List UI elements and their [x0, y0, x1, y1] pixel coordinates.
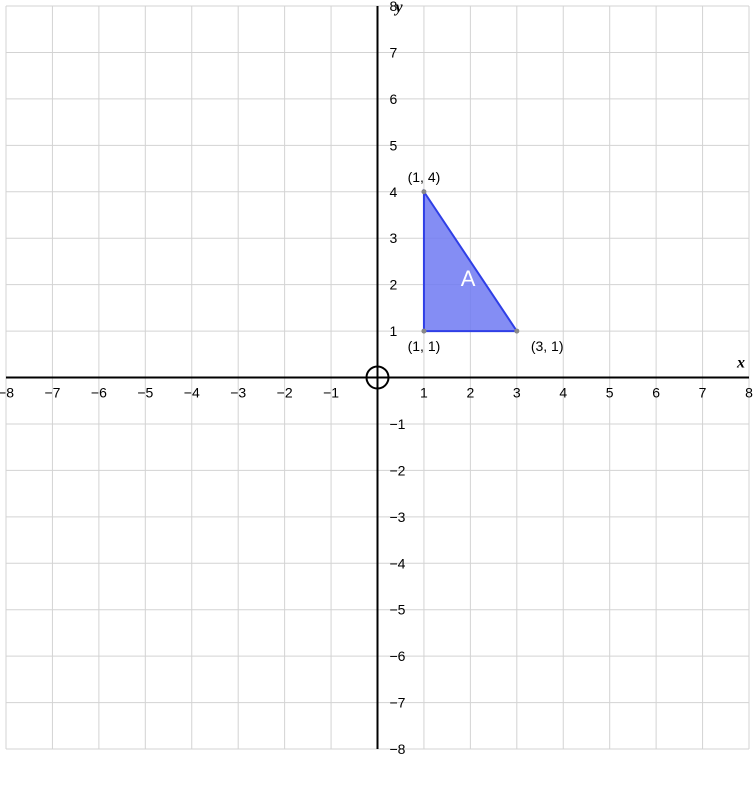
y-tick-label: 4 — [390, 184, 398, 200]
vertex-label: (1, 4) — [408, 169, 441, 185]
y-tick-label: −1 — [390, 416, 406, 432]
vertex-label: (3, 1) — [531, 338, 564, 354]
x-axis-label: x — [736, 355, 745, 372]
vertex-marker — [421, 189, 426, 194]
y-tick-label: 5 — [390, 137, 398, 153]
x-tick-label: 3 — [513, 385, 521, 401]
y-tick-label: 7 — [390, 44, 398, 60]
x-tick-label: 5 — [606, 385, 614, 401]
x-tick-label: −3 — [230, 385, 246, 401]
x-tick-label: −6 — [91, 385, 107, 401]
x-tick-label: −5 — [137, 385, 153, 401]
y-tick-label: −2 — [390, 462, 406, 478]
y-tick-label: −8 — [390, 741, 406, 757]
y-tick-label: 2 — [390, 277, 398, 293]
y-tick-label: −7 — [390, 695, 406, 711]
shape-label: A — [461, 266, 476, 291]
x-tick-label: −4 — [184, 385, 200, 401]
y-tick-label: −4 — [390, 555, 406, 571]
vertex-label: (1, 1) — [408, 338, 441, 354]
vertex-marker — [514, 329, 519, 334]
x-tick-label: 1 — [420, 385, 428, 401]
x-tick-label: 6 — [652, 385, 660, 401]
x-tick-label: −7 — [44, 385, 60, 401]
x-tick-label: 7 — [699, 385, 707, 401]
chart-svg: −8 −7 −6 −5 −4 −3 −2 −1 1 2 3 4 5 6 7 8 −8 −7 −6 −5 −4 −3 −2 −1… — [0, 0, 755, 805]
x-tick-label: −1 — [323, 385, 339, 401]
cartesian-chart: −8 −7 −6 −5 −4 −3 −2 −1 1 2 3 4 5 6 7 8 −8 −7 −6 −5 −4 −3 −2 −1… — [0, 0, 755, 805]
y-tick-label: 3 — [390, 230, 398, 246]
x-tick-label: −2 — [277, 385, 293, 401]
x-tick-label: 8 — [745, 385, 753, 401]
x-tick-label: 4 — [559, 385, 567, 401]
y-tick-label: −5 — [390, 602, 406, 618]
y-axis-label: y — [394, 0, 404, 16]
vertex-marker — [421, 329, 426, 334]
y-tick-label: 1 — [390, 323, 398, 339]
y-tick-label: −3 — [390, 509, 406, 525]
x-tick-label: −8 — [0, 385, 14, 401]
y-tick-label: −6 — [390, 648, 406, 664]
y-tick-label: 6 — [390, 91, 398, 107]
x-tick-label: 2 — [466, 385, 474, 401]
